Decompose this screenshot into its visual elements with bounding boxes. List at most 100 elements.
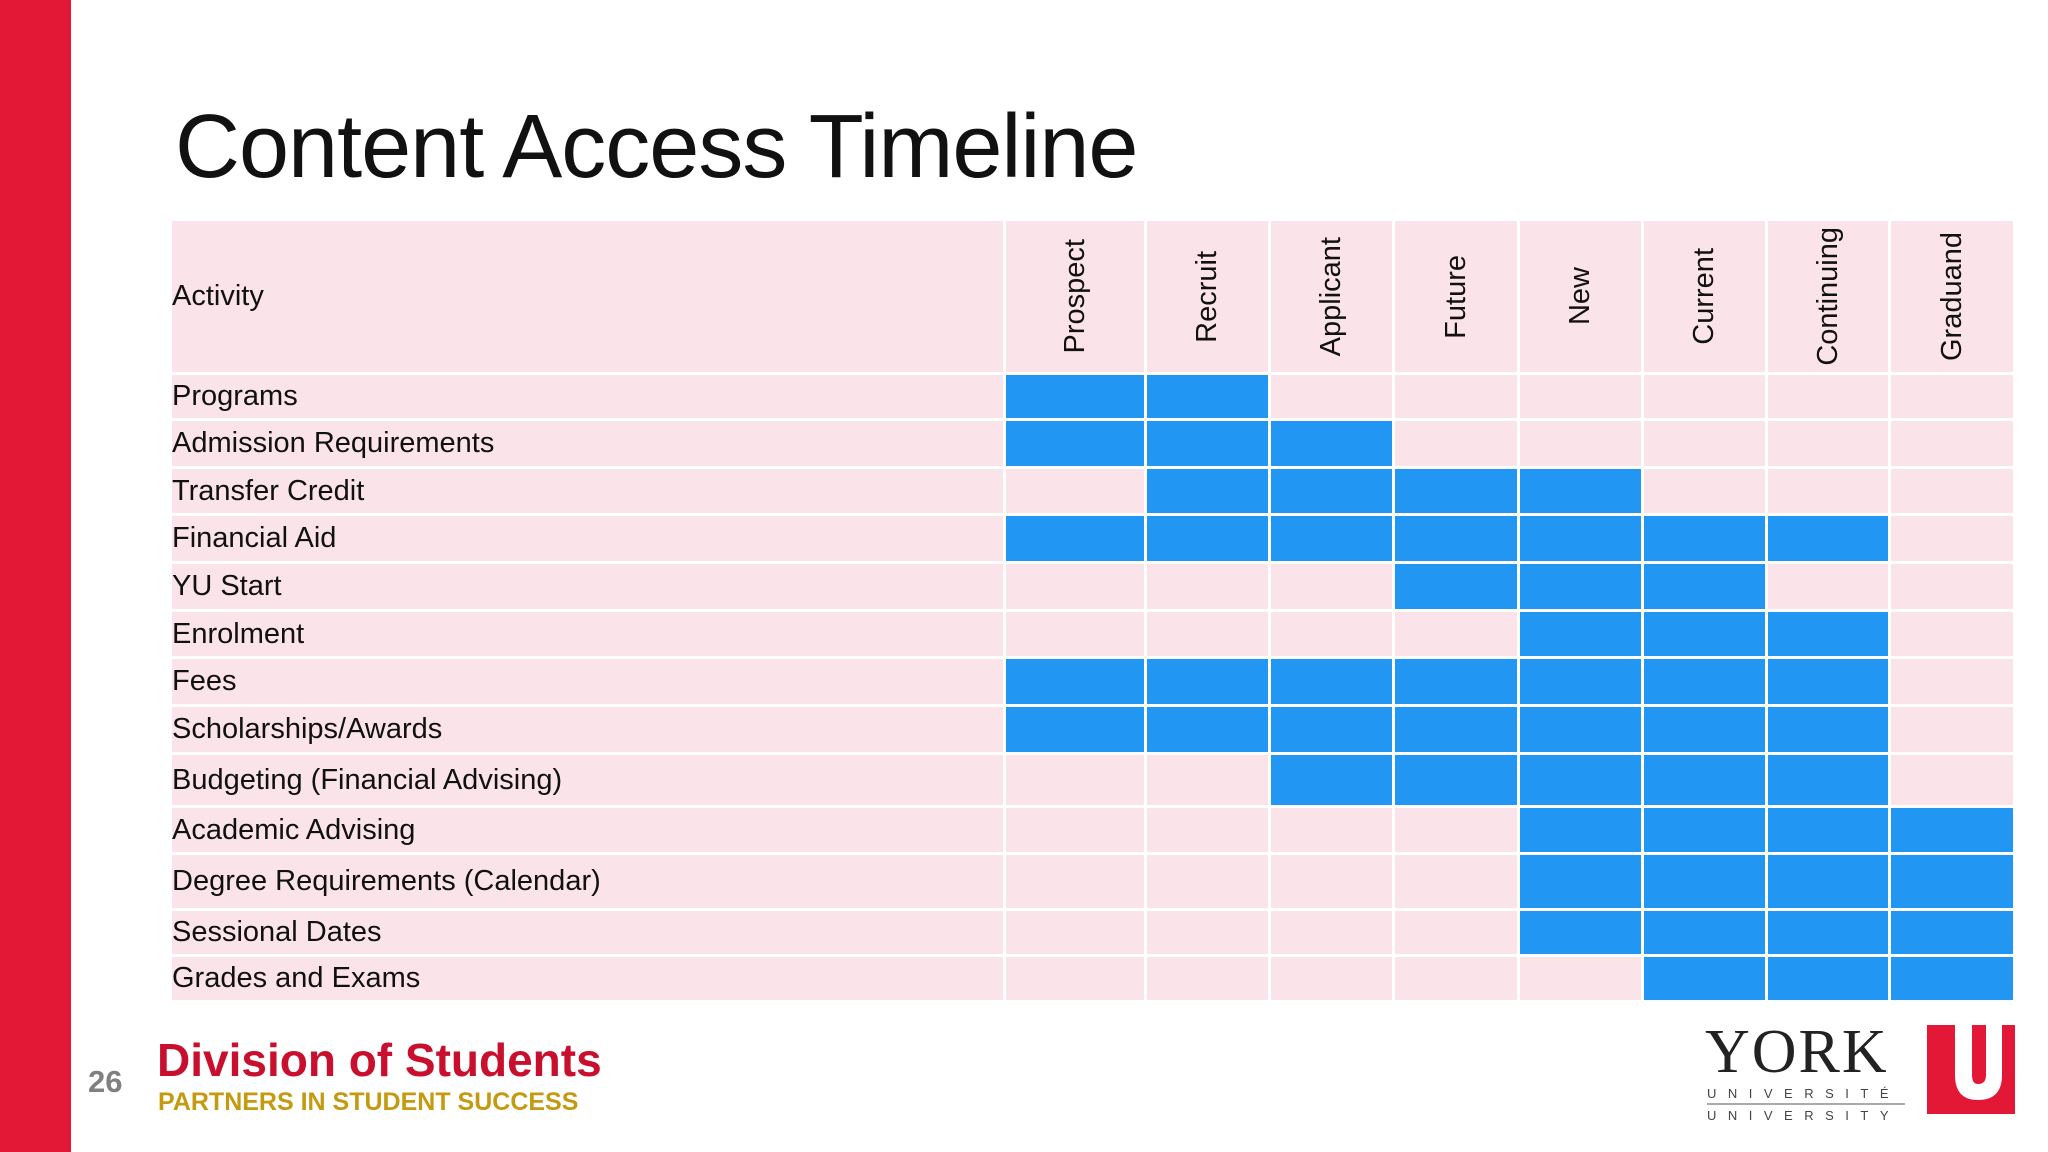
empty-cell: [1395, 375, 1517, 418]
empty-cell: [1147, 957, 1268, 1000]
row-label: Grades and Exams: [172, 957, 1003, 1000]
column-header-graduand: Graduand: [1891, 221, 2013, 372]
access-cell: [1644, 855, 1765, 908]
empty-cell: [1006, 911, 1144, 954]
empty-cell: [1768, 564, 1888, 609]
empty-cell: [1891, 516, 2013, 561]
accent-bar: [0, 0, 71, 1152]
access-cell: [1644, 564, 1765, 609]
row-label: Fees: [172, 659, 1003, 704]
column-label: Current: [1688, 248, 1720, 345]
access-cell: [1520, 612, 1641, 656]
svg-text:UNIVERSITY: UNIVERSITY: [1707, 1108, 1900, 1123]
empty-cell: [1006, 564, 1144, 609]
empty-cell: [1891, 659, 2013, 704]
empty-cell: [1891, 564, 2013, 609]
access-cell: [1768, 659, 1888, 704]
access-cell: [1147, 659, 1268, 704]
york-university-logo: YORK UNIVERSITÉ UNIVERSITY: [1705, 1020, 2015, 1123]
empty-cell: [1891, 612, 2013, 656]
empty-cell: [1891, 755, 2013, 805]
access-cell: [1006, 516, 1144, 561]
column-label: Future: [1439, 254, 1472, 339]
column-header-prospect: Prospect: [1006, 221, 1144, 372]
empty-cell: [1006, 612, 1144, 656]
empty-cell: [1768, 421, 1888, 466]
empty-cell: [1006, 957, 1144, 1000]
access-cell: [1006, 659, 1144, 704]
row-label: Academic Advising: [172, 808, 1003, 852]
access-cell: [1271, 469, 1392, 513]
tagline: PARTNERS IN STUDENT SUCCESS: [158, 1088, 579, 1116]
access-cell: [1644, 755, 1765, 805]
access-cell: [1147, 516, 1268, 561]
access-cell: [1271, 707, 1392, 752]
access-cell: [1271, 516, 1392, 561]
header-activity: Activity: [172, 221, 1003, 372]
row-label: Degree Requirements (Calendar): [172, 855, 1003, 908]
empty-cell: [1520, 957, 1641, 1000]
column-label: Applicant: [1315, 236, 1347, 357]
access-cell: [1768, 911, 1888, 954]
column-label: Prospect: [1058, 239, 1091, 354]
access-cell: [1891, 911, 2013, 954]
access-cell: [1395, 516, 1517, 561]
empty-cell: [1147, 755, 1268, 805]
row-label: Programs: [172, 375, 1003, 418]
access-cell: [1395, 755, 1517, 805]
empty-cell: [1147, 911, 1268, 954]
access-cell: [1395, 659, 1517, 704]
column-header-current: Current: [1644, 221, 1765, 372]
division-name: Division of Students: [157, 1034, 602, 1086]
column-header-future: Future: [1395, 221, 1517, 372]
empty-cell: [1271, 911, 1392, 954]
access-cell: [1644, 957, 1765, 1000]
empty-cell: [1271, 375, 1392, 418]
access-cell: [1520, 469, 1641, 513]
svg-text:UNIVERSITÉ: UNIVERSITÉ: [1707, 1086, 1900, 1101]
row-label: Scholarships/Awards: [172, 707, 1003, 752]
access-cell: [1644, 707, 1765, 752]
empty-cell: [1520, 375, 1641, 418]
row-label: Sessional Dates: [172, 911, 1003, 954]
access-cell: [1644, 808, 1765, 852]
page-number: 26: [88, 1064, 123, 1099]
column-header-new: New: [1520, 221, 1641, 372]
access-cell: [1768, 808, 1888, 852]
access-cell: [1520, 755, 1641, 805]
svg-text:YORK: YORK: [1705, 1020, 1889, 1086]
page-title: Content Access Timeline: [175, 97, 1138, 197]
access-cell: [1006, 421, 1144, 466]
column-header-recruit: Recruit: [1147, 221, 1268, 372]
access-cell: [1520, 707, 1641, 752]
empty-cell: [1271, 808, 1392, 852]
empty-cell: [1147, 612, 1268, 656]
access-cell: [1271, 659, 1392, 704]
row-label: Transfer Credit: [172, 469, 1003, 513]
access-table: Activity Prospect Recruit Applicant Future Ne…: [172, 221, 2013, 1000]
access-cell: [1006, 707, 1144, 752]
empty-cell: [1395, 855, 1517, 908]
empty-cell: [1147, 564, 1268, 609]
column-label: Continuing: [1811, 227, 1844, 366]
access-cell: [1768, 612, 1888, 656]
access-cell: [1395, 564, 1517, 609]
empty-cell: [1271, 957, 1392, 1000]
empty-cell: [1006, 469, 1144, 513]
empty-cell: [1147, 855, 1268, 908]
row-label: Budgeting (Financial Advising): [172, 755, 1003, 805]
access-cell: [1644, 612, 1765, 656]
access-cell: [1768, 516, 1888, 561]
access-cell: [1768, 707, 1888, 752]
column-label: New: [1564, 267, 1596, 326]
empty-cell: [1271, 612, 1392, 656]
empty-cell: [1006, 808, 1144, 852]
column-header-applicant: Applicant: [1271, 221, 1392, 372]
empty-cell: [1271, 564, 1392, 609]
access-cell: [1147, 375, 1268, 418]
access-cell: [1520, 516, 1641, 561]
empty-cell: [1006, 855, 1144, 908]
access-cell: [1520, 911, 1641, 954]
empty-cell: [1271, 855, 1392, 908]
access-cell: [1520, 659, 1641, 704]
